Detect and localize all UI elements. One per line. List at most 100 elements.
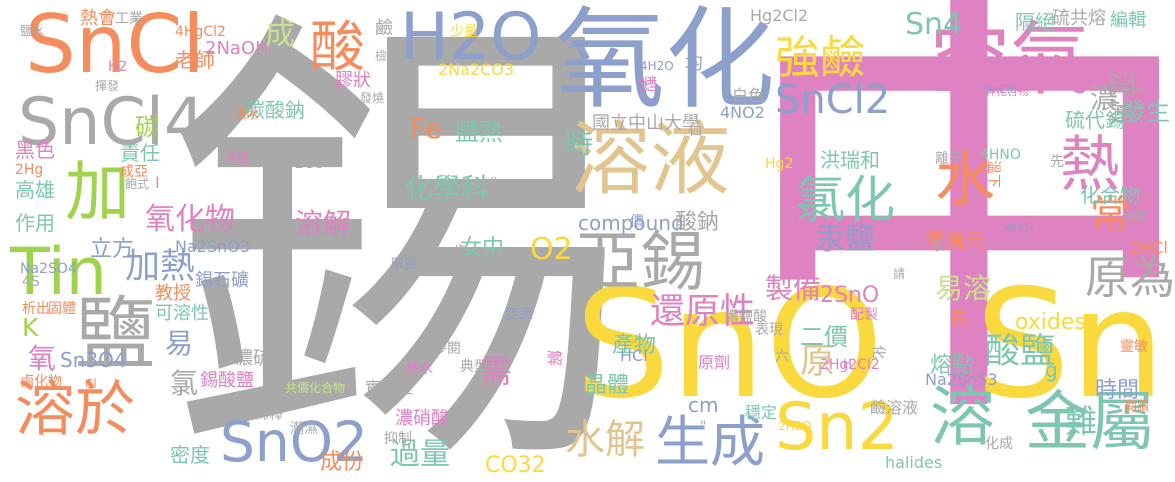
word-cloud-word: 化成 xyxy=(985,436,1013,452)
word-cloud-word: 實驗室 xyxy=(365,378,414,397)
word-cloud-word: 常 xyxy=(1090,192,1130,238)
word-cloud-word: 白色 xyxy=(732,86,765,105)
word-cloud-word: 揮發 xyxy=(95,79,120,93)
word-cloud-word: oxides xyxy=(1015,310,1086,335)
word-cloud-word: 2H2O xyxy=(778,419,812,433)
word-cloud-word: 濃硝酸 xyxy=(395,408,449,429)
word-cloud-word: 濃硫酸 xyxy=(235,348,289,369)
word-cloud-word: Tin xyxy=(10,235,107,310)
word-cloud-word: H xyxy=(843,357,853,371)
word-cloud-word: 鹽 xyxy=(75,288,155,381)
word-cloud-word: 檢驗 xyxy=(375,49,400,63)
word-cloud-word: SnCl4 xyxy=(18,85,206,160)
word-cloud-word: 2SnO xyxy=(820,283,880,308)
word-cloud-word: g xyxy=(1045,358,1058,382)
word-cloud-word: 中 xyxy=(735,0,1175,478)
word-cloud-word: 金屬 xyxy=(1025,385,1156,460)
word-cloud-word: 四 xyxy=(690,124,703,138)
word-cloud-word: 溶 xyxy=(930,380,996,455)
word-cloud-word: 4NO2 xyxy=(720,103,765,122)
word-cloud-word: 進一步 xyxy=(425,244,467,260)
word-cloud-word: 酸鹽 xyxy=(985,332,1056,372)
word-cloud-word: 時間 xyxy=(1095,378,1140,403)
word-cloud-word: 立方 xyxy=(90,237,135,262)
word-cloud-word: 化學科 xyxy=(405,172,490,205)
word-cloud-word: 老師 xyxy=(175,48,215,72)
word-cloud-word: 化合物 xyxy=(1080,183,1140,207)
word-cloud-word: 固體 xyxy=(48,301,76,317)
word-cloud-word: 配製 xyxy=(850,307,878,323)
word-cloud-word: I xyxy=(155,173,160,192)
word-cloud-word: Na2SO4 xyxy=(20,261,77,277)
word-cloud-word: 空氣 xyxy=(930,13,1090,106)
word-cloud-word: SnO xyxy=(575,258,884,432)
word-cloud-word: 氯化 xyxy=(795,171,895,229)
word-cloud-word: Cl xyxy=(85,377,97,391)
word-cloud-word: 4HNO xyxy=(980,147,1021,163)
word-cloud-word: SnCl2 xyxy=(775,77,891,123)
word-cloud-word: 稀釋 xyxy=(255,407,283,423)
word-cloud-word: 氧化物 xyxy=(145,202,235,237)
word-cloud-word: 六 xyxy=(775,349,789,365)
word-cloud-word: 原為 xyxy=(1085,251,1175,304)
word-cloud-word: Sn xyxy=(975,258,1166,432)
word-cloud-word: 高雄 xyxy=(15,178,55,202)
word-cloud-word: 4HCl xyxy=(1005,221,1034,235)
word-cloud-word: 產物 xyxy=(612,333,657,358)
word-cloud-word: 2Hg2Cl2 xyxy=(820,357,880,373)
word-cloud-word: 酸鈉 xyxy=(675,210,720,235)
word-cloud-word: 鹽熱 xyxy=(455,118,503,146)
word-cloud-word: Sn4 xyxy=(905,7,963,42)
word-cloud-word: 易溶 xyxy=(935,272,992,305)
word-cloud-word: 過量 xyxy=(390,437,450,472)
word-cloud-word: HCl xyxy=(620,346,648,365)
word-cloud-word: 鹼 xyxy=(375,18,393,39)
word-cloud-word: 共價化合物 xyxy=(285,381,346,395)
word-cloud-word: 溶液 xyxy=(570,113,730,206)
word-cloud-word: 2HCl xyxy=(1130,238,1168,257)
word-cloud-word: 請 xyxy=(893,267,906,281)
word-cloud-word: 加熱 xyxy=(125,247,196,287)
word-cloud-word: 穩定 xyxy=(745,403,778,422)
word-cloud-word: 鹵化物 xyxy=(20,374,62,390)
word-cloud-word: 作用 xyxy=(15,211,55,235)
word-cloud-word: 濃鹽酸 xyxy=(725,309,767,325)
word-cloud-word: 典型 xyxy=(460,359,488,375)
word-cloud-word: 2Na2CO3 xyxy=(438,60,515,79)
word-cloud-word: 2NaOH xyxy=(205,38,269,59)
word-cloud-word: 酸 xyxy=(310,15,366,79)
word-cloud-word: O2 xyxy=(530,232,573,267)
word-cloud-word: 生成 xyxy=(655,410,766,474)
word-cloud-word: 濃二 xyxy=(1090,82,1147,115)
word-cloud-word: 製備 xyxy=(765,272,822,305)
word-cloud-word: 鹽水 xyxy=(20,24,45,38)
word-cloud-word: 均 xyxy=(685,53,703,74)
word-cloud-word: H2O xyxy=(400,0,542,75)
word-cloud-word: 汞鹽 xyxy=(815,222,875,257)
word-cloud-word: 溫水 xyxy=(235,107,260,121)
word-cloud-word: CO32 xyxy=(485,453,546,478)
word-cloud-word: 硫代錫 xyxy=(1065,108,1125,132)
word-cloud-word: 潮濕 xyxy=(290,421,318,437)
word-cloud-word: Sn2 xyxy=(775,390,899,465)
word-cloud-word: 工業 xyxy=(115,11,143,27)
word-cloud-word: 氯 xyxy=(170,367,199,400)
word-cloud-word: SnO2 xyxy=(220,410,369,474)
word-cloud-word: 閱讀 xyxy=(1125,399,1150,413)
word-cloud-word: Na2SnO3 xyxy=(175,237,251,256)
word-cloud-word: 中生 xyxy=(477,176,502,190)
word-cloud-word: 單質 xyxy=(390,257,418,273)
word-cloud-word: Hg2Cl2 xyxy=(750,6,809,25)
word-cloud-word: SnCl xyxy=(25,0,205,91)
word-cloud-word: 溶於 xyxy=(15,375,135,445)
word-cloud-word: 飽式 xyxy=(125,177,150,191)
word-cloud-word: 價 xyxy=(630,214,644,230)
word-cloud-word: 析出 xyxy=(22,301,50,317)
word-cloud-word: K xyxy=(22,313,39,342)
word-cloud-word: 發生 xyxy=(1122,98,1170,126)
word-cloud-word: 鹼溶液 xyxy=(870,398,919,417)
word-cloud-word: 先 xyxy=(1050,154,1064,170)
word-cloud-word: halides xyxy=(885,453,943,472)
word-cloud-word: 長 xyxy=(950,308,968,329)
word-cloud-word: 表現 xyxy=(755,322,783,338)
